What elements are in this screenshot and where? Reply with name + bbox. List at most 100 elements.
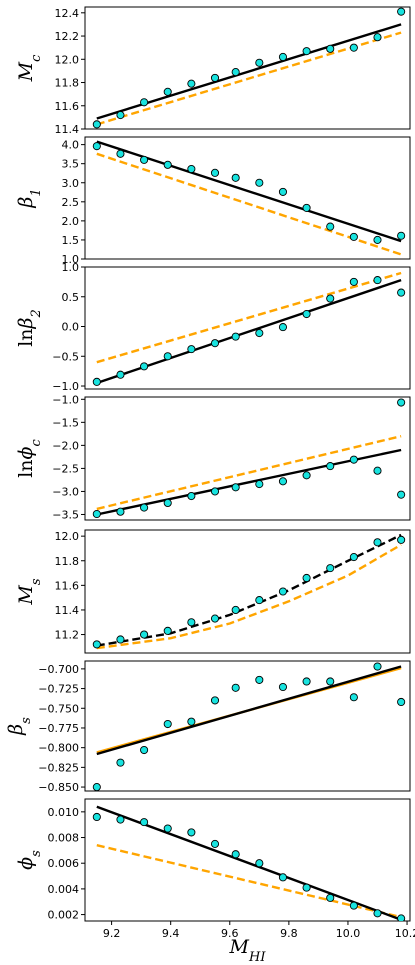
data-point	[349, 455, 358, 464]
panel-1: 11.4 11.6 11.8 12.0 12.2 12.4 Mc	[15, 6, 411, 136]
y-tick-label: −1.0	[52, 380, 79, 393]
data-point	[92, 120, 101, 129]
y-tick-label: 3.5	[62, 158, 80, 171]
data-point	[116, 635, 125, 644]
data-point	[255, 859, 264, 868]
panel-5: 11.2 11.4 11.6 11.8 12.0 Ms	[15, 529, 411, 654]
y-tick-label: 0.004	[48, 883, 80, 896]
data-point	[373, 909, 382, 918]
y-tick-label: 11.6	[55, 100, 80, 113]
data-point	[278, 587, 288, 596]
y-tick-label: −0.750	[38, 702, 79, 715]
data-point	[116, 507, 125, 516]
y-tick-label: 12.0	[55, 530, 80, 543]
y-tick-label: 1.0	[62, 253, 80, 266]
data-point	[278, 52, 288, 62]
data-point	[140, 818, 149, 827]
data-point	[187, 618, 196, 627]
data-point	[255, 480, 264, 489]
data-point	[255, 329, 264, 338]
x-tick-label: 9.6	[221, 927, 239, 940]
data-point	[92, 142, 101, 151]
data-point	[255, 675, 264, 684]
data-point	[349, 693, 358, 702]
data-point	[373, 235, 382, 244]
y-tick-label: −2.5	[52, 462, 79, 475]
data-point	[349, 901, 358, 910]
data-point	[210, 487, 220, 496]
y-tick-label: 1.5	[62, 234, 80, 247]
data-point	[140, 98, 149, 107]
data-point	[397, 535, 406, 544]
y-tick-label: −0.725	[38, 683, 79, 696]
x-tick-label: 9.4	[162, 927, 180, 940]
data-point	[278, 187, 288, 196]
y-tick-label: −0.825	[38, 761, 79, 774]
data-point	[140, 630, 149, 639]
y-tick-label: 11.4	[55, 604, 80, 617]
data-point	[187, 717, 196, 726]
data-point	[349, 277, 358, 286]
data-point	[92, 509, 101, 519]
y-tick-label: 11.8	[55, 555, 80, 568]
data-point	[373, 466, 382, 475]
plot-frame	[84, 660, 411, 792]
y-tick-label: 11.2	[55, 629, 80, 642]
data-point	[326, 44, 335, 53]
data-point	[187, 79, 196, 88]
data-point	[210, 839, 220, 848]
y-tick-label: 0.006	[48, 857, 80, 870]
data-point	[373, 276, 382, 285]
y-tick-label: 3.0	[62, 177, 80, 190]
y-axis-label: Ms	[15, 578, 44, 605]
data-point	[326, 677, 335, 686]
data-point	[210, 168, 220, 177]
data-point	[231, 483, 240, 492]
panel-6: −0.850 −0.825 −0.800 −0.775 −0.750 −0.725 −0.7…	[5, 660, 411, 794]
data-point	[140, 155, 149, 164]
data-point	[231, 683, 240, 692]
y-tick-label: 11.8	[55, 77, 80, 90]
data-point	[302, 677, 311, 686]
data-point	[349, 553, 358, 562]
y-tick-label: −0.850	[38, 781, 79, 794]
x-tick-label: 9.2	[103, 927, 121, 940]
fit-line-orange	[96, 844, 402, 919]
y-tick-label: 2.5	[62, 196, 80, 209]
data-point	[92, 783, 101, 791]
data-point	[326, 462, 335, 471]
data-point	[116, 149, 125, 158]
data-point	[163, 498, 172, 508]
y-tick-label: −0.700	[38, 663, 79, 676]
fit-line-orange	[96, 543, 402, 650]
data-point	[326, 564, 335, 573]
data-point	[397, 490, 406, 499]
data-point	[373, 538, 382, 547]
data-point	[302, 573, 311, 583]
plot-frame	[84, 6, 411, 130]
data-point	[302, 203, 311, 212]
panel-4: −3.5 −3.0 −2.5 −2.0 −1.5 −1.0 lnϕc	[15, 393, 411, 521]
data-point	[231, 68, 240, 77]
data-point	[278, 477, 288, 486]
data-point	[231, 332, 240, 341]
y-tick-label: 0.010	[48, 806, 80, 819]
y-tick-label: −0.5	[52, 350, 79, 363]
data-point	[163, 824, 172, 833]
data-point	[397, 398, 406, 407]
data-point	[302, 47, 311, 56]
data-point	[163, 87, 172, 96]
data-point	[302, 471, 311, 480]
y-axis-label: β1	[15, 188, 44, 208]
y-axis-label: lnϕc	[15, 439, 44, 478]
data-point	[255, 596, 264, 605]
data-point	[187, 828, 196, 837]
y-tick-label: −2.0	[52, 439, 79, 452]
data-point	[92, 812, 101, 822]
data-point	[187, 491, 196, 501]
data-point	[397, 288, 406, 297]
y-tick-label: 0.5	[62, 291, 80, 304]
fit-line-black	[96, 805, 402, 921]
data-point	[210, 339, 220, 348]
data-point	[326, 222, 335, 231]
